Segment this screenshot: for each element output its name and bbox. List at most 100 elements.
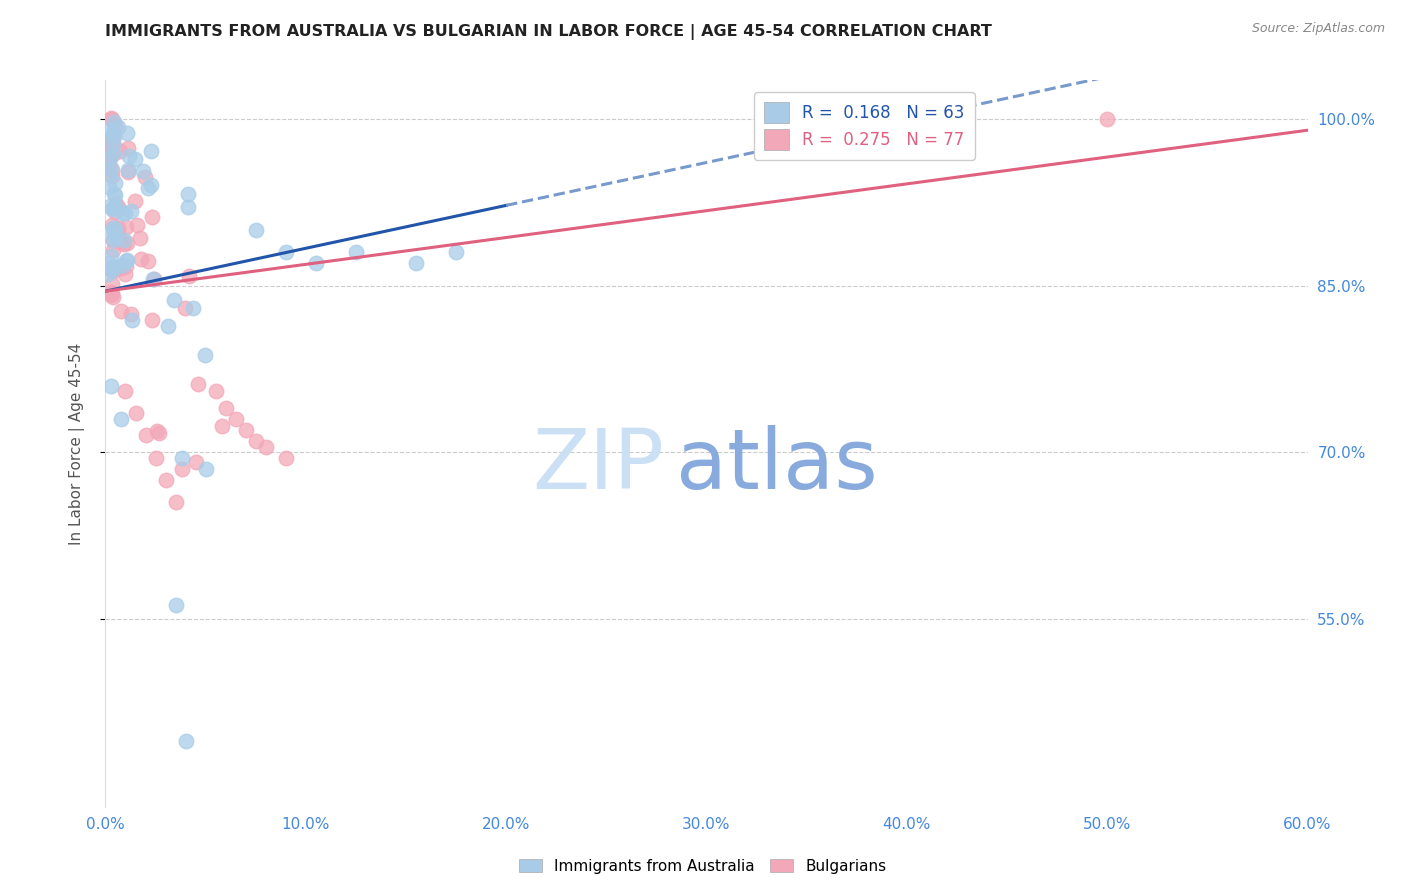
- Point: [103, 129, 125, 144]
- Point: [148, 425, 170, 440]
- Point: [125, 218, 148, 232]
- Point: [103, 126, 125, 140]
- Point: [103, 130, 125, 145]
- Point: [117, 165, 139, 179]
- Point: [107, 225, 129, 239]
- Point: [135, 428, 157, 442]
- Legend: R =  0.168   N = 63, R =  0.275   N = 77: R = 0.168 N = 63, R = 0.275 N = 77: [754, 92, 974, 160]
- Point: [101, 201, 124, 215]
- Point: [103, 114, 125, 128]
- Point: [179, 269, 201, 284]
- Point: [405, 256, 427, 270]
- Point: [101, 145, 124, 160]
- Point: [177, 186, 200, 201]
- Point: [115, 126, 138, 140]
- Point: [170, 462, 193, 476]
- Text: ZIP: ZIP: [533, 425, 665, 506]
- Point: [97, 153, 120, 167]
- Point: [274, 245, 297, 260]
- Point: [103, 227, 125, 241]
- Point: [139, 178, 162, 192]
- Point: [100, 161, 122, 176]
- Point: [120, 307, 142, 321]
- Point: [101, 169, 124, 183]
- Point: [104, 176, 127, 190]
- Point: [101, 290, 124, 304]
- Point: [100, 286, 122, 301]
- Point: [115, 252, 138, 267]
- Point: [100, 378, 122, 392]
- Point: [118, 149, 141, 163]
- Point: [194, 348, 217, 362]
- Point: [107, 120, 129, 135]
- Point: [108, 144, 131, 158]
- Point: [155, 473, 177, 487]
- Point: [129, 231, 152, 245]
- Point: [139, 145, 162, 159]
- Point: [97, 123, 120, 137]
- Point: [108, 235, 131, 250]
- Text: atlas: atlas: [676, 425, 879, 506]
- Point: [305, 256, 328, 270]
- Point: [173, 301, 195, 316]
- Point: [110, 261, 132, 276]
- Point: [104, 205, 127, 219]
- Point: [100, 131, 122, 145]
- Point: [112, 233, 135, 247]
- Point: [194, 461, 217, 475]
- Point: [186, 455, 208, 469]
- Point: [100, 218, 122, 232]
- Point: [145, 450, 167, 465]
- Point: [97, 147, 120, 161]
- Point: [114, 254, 136, 268]
- Point: [104, 197, 127, 211]
- Point: [103, 233, 125, 247]
- Point: [97, 267, 120, 281]
- Point: [104, 187, 127, 202]
- Text: IMMIGRANTS FROM AUSTRALIA VS BULGARIAN IN LABOR FORCE | AGE 45-54 CORRELATION CH: IMMIGRANTS FROM AUSTRALIA VS BULGARIAN I…: [105, 24, 993, 40]
- Point: [136, 253, 159, 268]
- Point: [141, 210, 163, 224]
- Point: [114, 384, 136, 398]
- Point: [115, 235, 138, 250]
- Point: [204, 384, 226, 398]
- Point: [100, 260, 122, 274]
- Point: [181, 301, 204, 315]
- Point: [104, 222, 127, 236]
- Point: [112, 236, 135, 251]
- Point: [134, 169, 156, 184]
- Point: [104, 260, 127, 274]
- Point: [98, 158, 121, 172]
- Point: [124, 152, 146, 166]
- Point: [1097, 112, 1119, 127]
- Point: [101, 136, 124, 151]
- Point: [101, 112, 124, 126]
- Point: [157, 319, 180, 334]
- Point: [104, 199, 127, 213]
- Point: [444, 245, 467, 260]
- Point: [111, 205, 134, 219]
- Point: [177, 200, 200, 214]
- Point: [163, 293, 186, 307]
- Point: [117, 163, 139, 178]
- Point: [98, 152, 121, 166]
- Point: [104, 263, 127, 277]
- Point: [104, 118, 127, 132]
- Point: [114, 259, 136, 273]
- Point: [165, 495, 187, 509]
- Point: [131, 163, 153, 178]
- Point: [104, 230, 127, 244]
- Point: [107, 220, 129, 235]
- Point: [101, 220, 124, 235]
- Point: [114, 206, 136, 220]
- Point: [101, 243, 124, 257]
- Point: [98, 150, 121, 164]
- Point: [96, 256, 118, 270]
- Point: [98, 166, 121, 180]
- Point: [146, 424, 169, 438]
- Point: [98, 199, 121, 213]
- Point: [211, 419, 233, 434]
- Point: [131, 252, 153, 266]
- Point: [101, 202, 124, 216]
- Point: [225, 412, 247, 426]
